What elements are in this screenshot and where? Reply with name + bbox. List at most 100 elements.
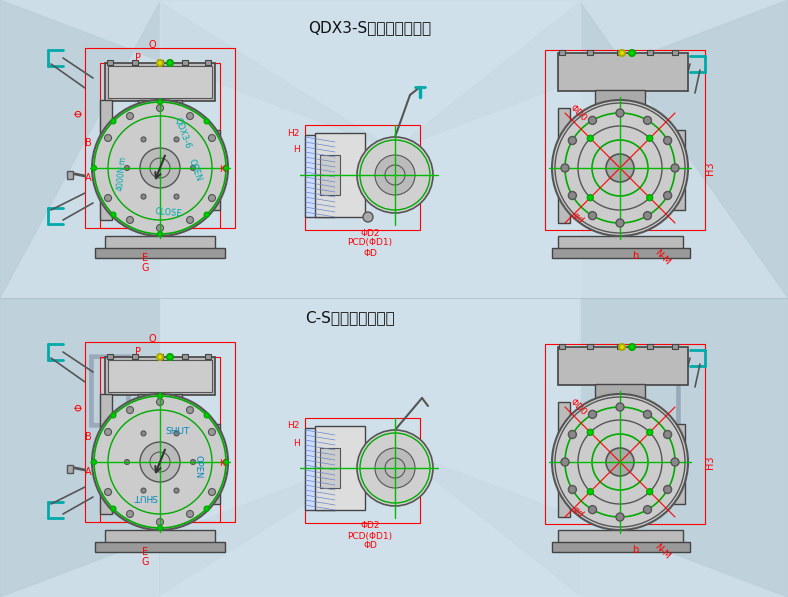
- Text: N-M: N-M: [652, 543, 671, 561]
- Circle shape: [663, 192, 671, 199]
- Polygon shape: [0, 0, 394, 298]
- Bar: [558, 53, 688, 91]
- Circle shape: [141, 431, 146, 436]
- Circle shape: [644, 410, 652, 418]
- Text: Q: Q: [148, 40, 156, 50]
- Bar: [132, 60, 138, 65]
- Bar: [545, 50, 705, 230]
- Circle shape: [158, 100, 162, 104]
- Circle shape: [127, 113, 133, 119]
- Bar: [182, 354, 188, 359]
- Bar: [105, 63, 215, 101]
- Circle shape: [671, 164, 679, 172]
- Bar: [315, 426, 365, 510]
- Text: Q: Q: [148, 334, 156, 344]
- Circle shape: [187, 113, 194, 119]
- Circle shape: [561, 164, 569, 172]
- Bar: [595, 90, 645, 108]
- Circle shape: [587, 136, 593, 141]
- Text: P: P: [135, 53, 141, 63]
- Bar: [157, 60, 163, 65]
- Bar: [647, 344, 653, 349]
- Circle shape: [589, 116, 597, 124]
- Text: G: G: [141, 557, 149, 567]
- Text: E: E: [142, 253, 148, 263]
- Circle shape: [663, 430, 671, 439]
- Circle shape: [224, 165, 229, 171]
- Text: A: A: [84, 467, 91, 477]
- Circle shape: [629, 344, 635, 350]
- Circle shape: [105, 134, 112, 141]
- Bar: [595, 384, 645, 402]
- Text: K: K: [219, 460, 225, 469]
- Bar: [558, 236, 683, 254]
- Text: PCD(ΦD1): PCD(ΦD1): [348, 531, 392, 540]
- Text: ΦD0: ΦD0: [568, 397, 588, 417]
- Text: 驱: 驱: [635, 349, 685, 430]
- Bar: [107, 60, 113, 65]
- Text: ΦD: ΦD: [363, 541, 377, 550]
- Text: H3: H3: [705, 161, 715, 175]
- Circle shape: [127, 217, 133, 223]
- Text: A: A: [84, 173, 91, 183]
- Text: B: B: [84, 138, 91, 148]
- Bar: [559, 50, 565, 55]
- Circle shape: [647, 489, 652, 495]
- Text: ΦD: ΦD: [363, 248, 377, 257]
- Circle shape: [157, 104, 163, 112]
- Circle shape: [647, 429, 652, 435]
- Text: H2: H2: [288, 421, 300, 430]
- Text: Φ: Φ: [75, 403, 85, 411]
- Circle shape: [375, 448, 415, 488]
- Circle shape: [140, 442, 180, 482]
- Bar: [545, 344, 705, 524]
- Circle shape: [191, 460, 195, 464]
- Bar: [138, 394, 182, 414]
- Text: φd: φd: [571, 504, 585, 519]
- Circle shape: [357, 430, 433, 506]
- Circle shape: [209, 195, 215, 202]
- Bar: [617, 50, 623, 55]
- Circle shape: [141, 137, 146, 142]
- Circle shape: [157, 519, 163, 525]
- Circle shape: [111, 413, 116, 418]
- Text: C-S型双级手动系列: C-S型双级手动系列: [305, 310, 395, 325]
- Bar: [95, 248, 225, 258]
- Circle shape: [127, 407, 133, 414]
- Circle shape: [92, 394, 228, 530]
- Bar: [85, 48, 235, 228]
- Bar: [558, 402, 570, 517]
- Text: PCD(ΦD1): PCD(ΦD1): [348, 238, 392, 248]
- Circle shape: [587, 195, 593, 201]
- Circle shape: [619, 50, 625, 56]
- Polygon shape: [394, 0, 788, 298]
- Circle shape: [92, 100, 228, 236]
- Text: H: H: [293, 439, 300, 448]
- Bar: [182, 60, 188, 65]
- Circle shape: [187, 407, 194, 414]
- Circle shape: [616, 109, 624, 117]
- Bar: [672, 344, 678, 349]
- Circle shape: [663, 137, 671, 144]
- Circle shape: [141, 488, 146, 493]
- Bar: [587, 50, 593, 55]
- Bar: [552, 248, 690, 258]
- Circle shape: [187, 217, 194, 223]
- Circle shape: [663, 485, 671, 494]
- Bar: [105, 357, 215, 395]
- Bar: [157, 354, 163, 359]
- Circle shape: [167, 354, 173, 360]
- Bar: [105, 236, 215, 254]
- Circle shape: [157, 399, 163, 405]
- Bar: [647, 50, 653, 55]
- Circle shape: [158, 393, 162, 399]
- Circle shape: [157, 224, 163, 232]
- Circle shape: [619, 344, 625, 350]
- Bar: [132, 354, 138, 359]
- Text: N-M: N-M: [652, 248, 671, 267]
- Text: H: H: [293, 146, 300, 155]
- Bar: [670, 424, 685, 504]
- Bar: [587, 344, 593, 349]
- Text: b: b: [632, 251, 638, 261]
- Circle shape: [157, 354, 163, 360]
